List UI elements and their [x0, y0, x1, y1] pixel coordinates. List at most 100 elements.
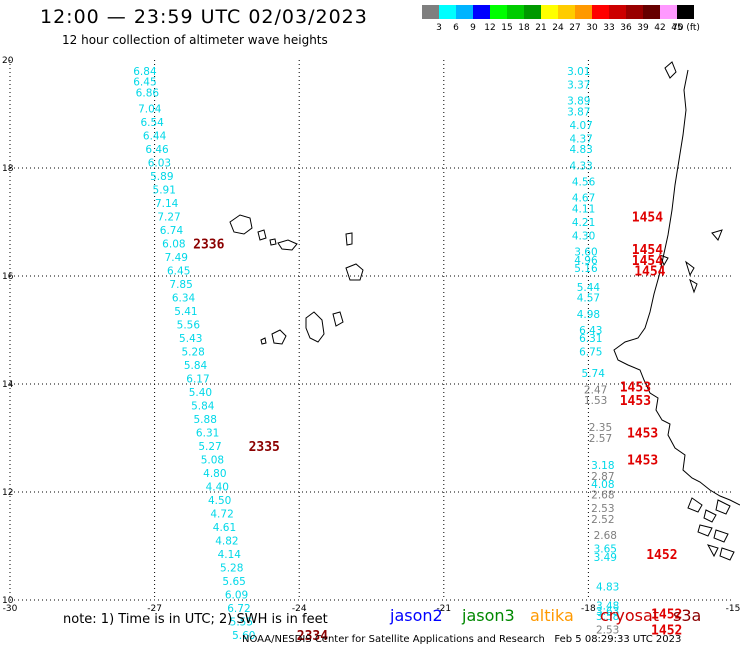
longitude-ticks: -30 -27 -24 -21 -18 -15: [3, 604, 740, 614]
pass-time-label: 1452: [651, 608, 682, 623]
credit-text: NOAA/NESDIS Center for Satellite Applica…: [242, 634, 545, 645]
swh-observation: 6.54: [140, 117, 164, 129]
swh-observation: 4.14: [218, 549, 242, 561]
swh-observation: 4.83: [596, 582, 619, 594]
swh-observation: 7.14: [155, 198, 179, 210]
bijagos-island-path: [697, 524, 713, 537]
colorbar-label: 42: [654, 23, 666, 33]
swh-observation: 6.75: [579, 347, 602, 359]
swh-observation: 5.40: [189, 387, 212, 399]
credit-timestamp: Feb 5 08:29:33 UTC 2023: [554, 634, 682, 645]
legend-jason2: jason2: [390, 606, 443, 625]
lon-tick-label: -15: [726, 604, 740, 614]
swh-observation: 5.88: [194, 414, 217, 426]
swh-observation: 3.60: [574, 247, 597, 259]
cape-verde-fogo: [271, 329, 287, 345]
colorbar-label: 21: [535, 23, 547, 33]
colorbar-swatch: [439, 5, 456, 19]
cape-verde-santo-antao: [229, 214, 253, 235]
swh-observation: 5.65: [222, 576, 245, 588]
colorbar-label: 27: [569, 23, 581, 33]
colorbar-swatch: [507, 5, 524, 19]
lat-tick-label: 20: [2, 56, 14, 66]
swh-observation: 4.98: [577, 309, 600, 321]
cape-verde-sao-vicente: [257, 229, 267, 241]
pass-time-label: 2335: [249, 440, 280, 455]
pass-time-label: 2334: [297, 629, 328, 644]
legend-cryosat: cryosat: [600, 606, 660, 625]
swh-observation: 4.67: [572, 193, 595, 205]
coast-island-path: [711, 229, 723, 241]
swh-observation: 6.72: [227, 603, 250, 615]
west-altimeter-track: 6.846.456.867.046.546.446.466.035.895.91…: [133, 66, 255, 642]
swh-observation: 4.56: [572, 177, 596, 189]
swh-observation: 3.89: [567, 96, 590, 108]
swh-observation: 7.85: [169, 279, 192, 291]
swh-observation: 6.45: [167, 266, 190, 278]
swh-observation: 3.01: [567, 66, 590, 78]
swh-observation: 6.43: [579, 325, 602, 337]
swh-observation: 6.08: [162, 239, 185, 251]
swh-observation: 2.53: [596, 625, 619, 637]
swh-observation: 4.80: [203, 468, 226, 480]
swh-observation: 3.37: [567, 79, 590, 91]
colorbar-swatch: [677, 5, 694, 19]
colorbar-swatch: [422, 5, 439, 19]
colorbar-swatch: [558, 5, 575, 19]
swh-observation: 4.61: [213, 522, 236, 534]
swh-observation: 3.63: [596, 606, 619, 618]
swh-observation: 4.37: [569, 133, 592, 145]
swh-observation: 6.45: [133, 77, 156, 89]
swh-observation: 3.49: [594, 552, 617, 564]
swh-observation: 2.47: [584, 384, 607, 396]
cape-verde-sal: [345, 232, 353, 246]
swh-observation: 2.52: [591, 514, 614, 526]
coast-island-path: [659, 254, 669, 267]
swh-observation: 4.72: [210, 509, 233, 521]
swh-observation: 2.87: [591, 471, 614, 483]
swh-observation: 5.60: [232, 630, 255, 642]
pass-time-label: 1454: [632, 254, 663, 269]
east-altimeter-track: 3.013.373.893.874.074.374.834.334.564.67…: [567, 66, 619, 637]
swh-observation: 5.84: [191, 401, 215, 413]
legend-s3a: s3a: [673, 606, 702, 625]
lat-tick-label: 16: [2, 272, 14, 282]
lon-tick-label: -21: [436, 604, 451, 614]
swh-observation: 3.18: [591, 460, 614, 472]
coastline: [229, 61, 740, 561]
colorbar-label: 39: [637, 23, 649, 33]
pass-time-label: 1452: [651, 624, 682, 639]
bijagos-island-path: [713, 529, 729, 543]
swh-observation: 7.27: [157, 212, 180, 224]
swh-observation: 6.03: [148, 158, 171, 170]
swh-observation: 5.43: [179, 333, 202, 345]
pass-time-label: 1453: [620, 394, 651, 409]
bijagos-island-path: [703, 509, 717, 523]
coast-island-path: [685, 260, 695, 277]
swh-observation: 2.68: [594, 530, 617, 542]
swh-observation: 4.11: [572, 204, 595, 216]
bijagos-island-path: [719, 547, 735, 561]
swh-observation: 2.57: [589, 433, 612, 445]
colorbar-swatch: [592, 5, 609, 19]
colorbar-label: 18: [518, 23, 530, 33]
swh-observation: 4.82: [215, 536, 238, 548]
pass-time-label: 1453: [627, 454, 658, 469]
swh-observation: 6.09: [225, 590, 248, 602]
swh-observation: 5.28: [220, 563, 243, 575]
banc-arguin-path: [664, 61, 677, 79]
swh-observation: 3.58: [596, 611, 619, 623]
lat-tick-label: 10: [2, 596, 14, 606]
colorbar-label: 36: [620, 23, 632, 33]
pass-time-label: 2336: [193, 238, 224, 253]
bijagos-island-path: [706, 544, 719, 558]
swh-observation: 4.30: [572, 231, 595, 243]
swh-observation: 2.35: [589, 422, 612, 434]
swh-observation: 4.21: [572, 217, 595, 229]
swh-observation: 7.04: [138, 104, 162, 116]
pass-time-label: 1454: [634, 265, 665, 280]
colorbar-swatch: [575, 5, 592, 19]
swh-observation: 4.40: [206, 482, 229, 494]
page-title: 12:00 — 23:59 UTC 02/03/2023: [40, 6, 368, 28]
swh-observation: 2.68: [591, 490, 614, 502]
